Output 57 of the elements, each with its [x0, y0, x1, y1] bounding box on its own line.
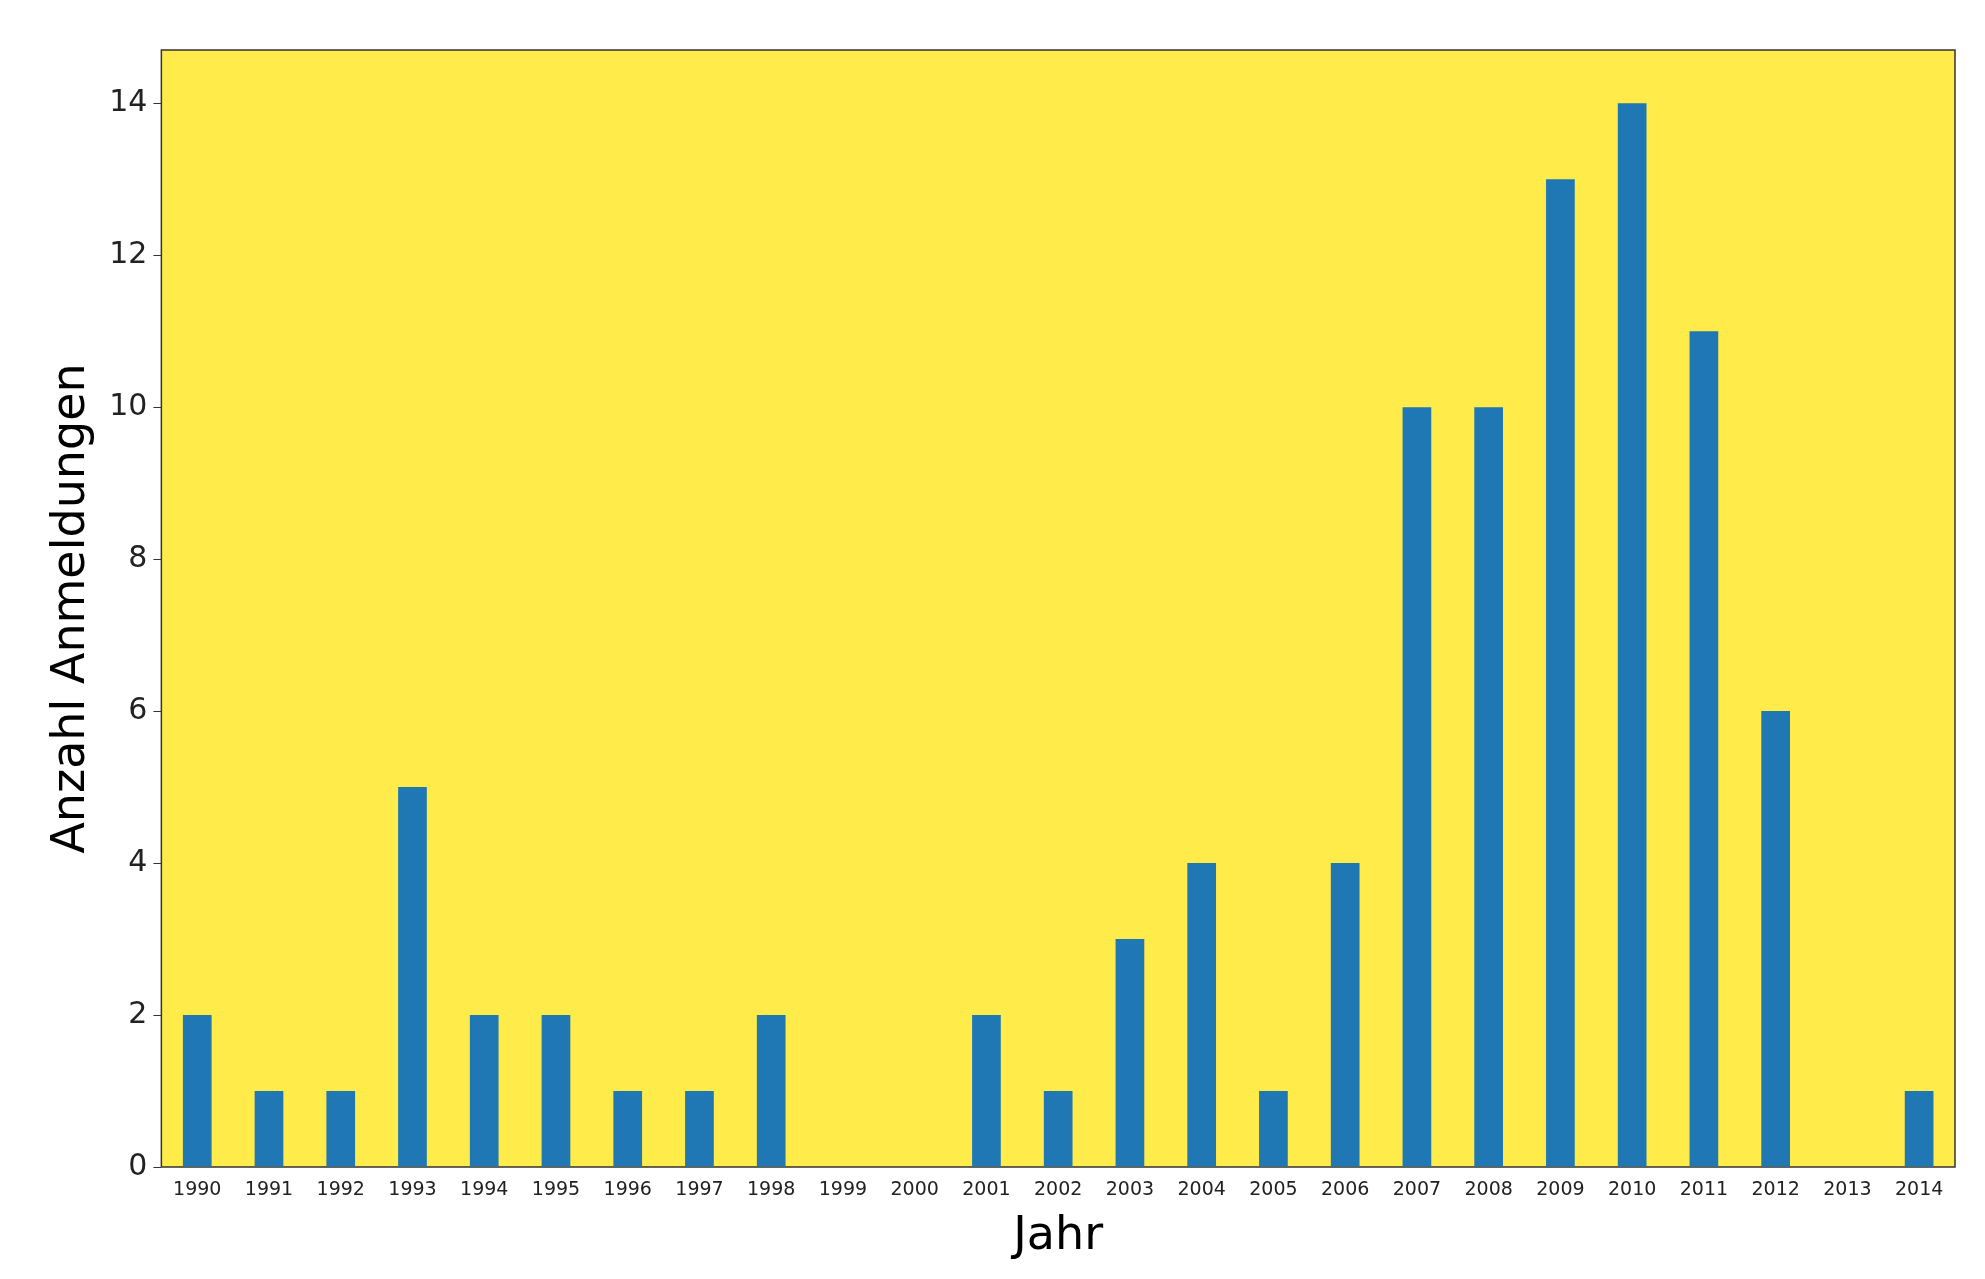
bar	[1259, 1091, 1288, 1167]
x-axis-title: Jahr	[1010, 1206, 1104, 1261]
x-tick-label: 2005	[1249, 1177, 1298, 1200]
bar	[613, 1091, 643, 1167]
bar	[254, 1091, 284, 1167]
y-tick-label: 12	[109, 234, 148, 270]
y-tick-label: 2	[128, 994, 148, 1030]
x-tick-label: 2000	[890, 1177, 939, 1200]
y-tick-label: 10	[109, 386, 148, 422]
bar	[1474, 407, 1504, 1167]
x-tick-label: 2004	[1177, 1177, 1226, 1200]
x-tick-label: 1999	[818, 1177, 868, 1200]
x-tick-label: 1998	[747, 1177, 796, 1200]
bar	[182, 1015, 212, 1167]
x-tick-label: 2001	[962, 1177, 1011, 1200]
bar	[1617, 103, 1647, 1167]
x-tick-label: 1994	[460, 1177, 509, 1200]
x-tick-label: 1990	[173, 1177, 222, 1200]
y-axis-title: Anzahl Anmeldungen	[40, 363, 95, 854]
bar	[1043, 1091, 1073, 1167]
y-tick-label: 8	[128, 538, 148, 574]
x-tick-label: 2010	[1607, 1177, 1657, 1200]
y-tick-label: 14	[109, 82, 148, 118]
x-tick-label: 2012	[1751, 1177, 1800, 1200]
bar	[1904, 1091, 1934, 1167]
bar	[756, 1015, 786, 1167]
bar	[469, 1015, 499, 1167]
x-tick-label: 1995	[531, 1177, 581, 1200]
bar	[326, 1091, 356, 1167]
x-tick-label: 1991	[244, 1177, 294, 1200]
x-tick-label: 2014	[1894, 1177, 1944, 1200]
x-tick-label: 2011	[1679, 1177, 1729, 1200]
bar	[972, 1015, 1001, 1167]
x-tick-label: 2002	[1034, 1177, 1083, 1200]
y-tick-label: 4	[128, 842, 148, 878]
x-tick-label: 2003	[1105, 1177, 1155, 1200]
x-tick-label: 2009	[1536, 1177, 1585, 1200]
bar	[541, 1015, 571, 1167]
y-tick-label: 0	[128, 1146, 148, 1182]
bar	[398, 787, 427, 1167]
x-tick-label: 1996	[603, 1177, 652, 1200]
bar	[1402, 407, 1432, 1167]
bar	[685, 1091, 714, 1167]
x-tick-label: 1992	[316, 1177, 365, 1200]
bar	[1187, 863, 1217, 1167]
x-tick-label: 1997	[675, 1177, 724, 1200]
bar	[1546, 179, 1575, 1167]
x-tick-label: 2008	[1464, 1177, 1513, 1200]
x-tick-label: 1993	[388, 1177, 437, 1200]
y-tick-label: 6	[128, 690, 148, 726]
x-tick-label: 2013	[1823, 1177, 1872, 1200]
bar	[1115, 939, 1145, 1167]
bar	[1689, 331, 1719, 1167]
bar	[1330, 863, 1360, 1167]
bar	[1761, 711, 1790, 1167]
x-tick-label: 2006	[1320, 1177, 1370, 1200]
x-tick-label: 2007	[1392, 1177, 1442, 1200]
